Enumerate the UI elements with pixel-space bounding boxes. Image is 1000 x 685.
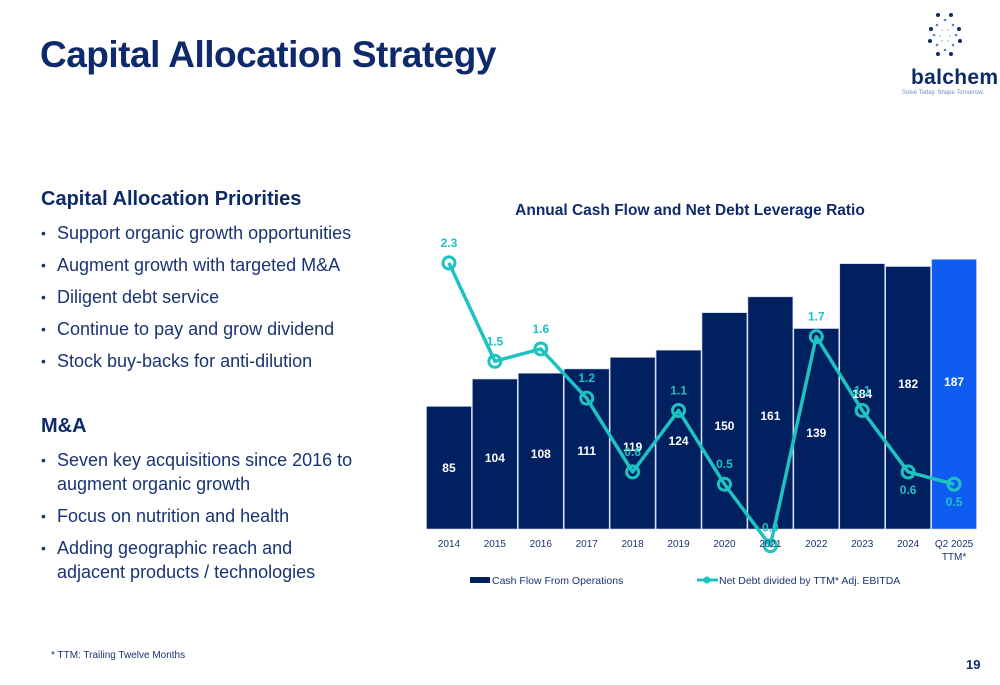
leverage-line	[447, 262, 955, 548]
leverage-value-label: 0.5	[716, 457, 733, 471]
list-item: Focus on nutrition and health	[41, 504, 361, 528]
leverage-point	[900, 464, 916, 480]
bar-5	[655, 349, 702, 530]
leverage-value-label: 0.5	[946, 495, 963, 509]
list-item: Augment growth with targeted M&A	[41, 253, 391, 277]
legend-bar-label: Cash Flow From Operations	[492, 575, 623, 587]
bar-1	[472, 378, 518, 530]
bar-7	[747, 296, 794, 530]
x-tick-label: 2022	[805, 539, 828, 550]
page-number: 19	[966, 657, 981, 672]
bar-value-label: 187	[944, 375, 964, 389]
leverage-value-label: 1.2	[578, 371, 595, 385]
x-axis: 2014 2015 2016 2017 2018 2019 2020 2021 2022 2023…	[438, 539, 974, 563]
priorities-heading: Capital Allocation Priorities	[41, 188, 302, 210]
bar-10	[885, 266, 931, 530]
bar-value-label: 124	[669, 434, 689, 448]
bar-value-label: 184	[852, 387, 872, 401]
bar-value-label: 104	[485, 451, 505, 465]
x-tick-label: 2023	[851, 539, 874, 550]
bar-value-label: 161	[760, 409, 780, 423]
leverage-point	[533, 341, 549, 357]
leverage-value-label: 0.0	[762, 521, 779, 535]
chart-title: Annual Cash Flow and Net Debt Leverage R…	[515, 202, 865, 219]
line-layer	[441, 255, 962, 554]
leverage-value-label: 1.7	[808, 310, 825, 324]
legend-bar-swatch-icon	[470, 577, 490, 583]
list-item: Support organic growth opportunities	[41, 221, 391, 245]
leverage-point	[716, 476, 732, 492]
logo-dots-icon	[928, 13, 962, 56]
leverage-value-label: 1.6	[532, 322, 549, 336]
x-tick-label: 2019	[667, 539, 690, 550]
chart-legend: Cash Flow From Operations Net Debt divide…	[470, 575, 900, 587]
bar-value-label: 139	[806, 426, 826, 440]
slide-title: Capital Allocation Strategy	[40, 34, 496, 75]
bar-value-label: 182	[898, 377, 918, 391]
x-tick-label: 2015	[484, 539, 507, 550]
list-item: Adding geographic reach and adjacent pro…	[41, 536, 361, 584]
bar-11	[931, 259, 977, 530]
leverage-value-label: 1.1	[670, 383, 687, 397]
leverage-point	[671, 402, 687, 418]
list-item: Continue to pay and grow dividend	[41, 317, 391, 341]
labels-layer: 85 104 108 111 119 124 150 161 139 184 182 187 2.3 1.…	[441, 236, 965, 535]
leverage-point	[625, 464, 641, 480]
x-tick-label: 2016	[530, 539, 553, 550]
x-tick-label: 2024	[897, 539, 920, 550]
leverage-point	[487, 353, 503, 369]
bar-4	[609, 357, 656, 530]
leverage-point	[946, 476, 962, 492]
x-tick-label: 2014	[438, 539, 461, 550]
bar-value-label: 150	[714, 419, 734, 433]
bar-2	[518, 372, 564, 530]
leverage-point	[579, 390, 595, 406]
bar-value-label: 108	[531, 447, 551, 461]
leverage-value-label: 1.5	[487, 334, 504, 348]
ma-heading: M&A	[41, 415, 87, 437]
leverage-value-label: 2.3	[441, 236, 458, 250]
x-tick-label: Q2 2025	[935, 539, 974, 550]
logo-wordmark: balchem	[911, 66, 999, 89]
bar-value-label: 119	[623, 440, 643, 454]
list-item: Stock buy-backs for anti-dilution	[41, 349, 391, 373]
logo-tagline: Solve Today. Shape Tomorrow.	[902, 90, 985, 96]
x-tick-label: 2018	[622, 539, 645, 550]
bar-value-label: 85	[442, 461, 456, 475]
bar-9	[839, 263, 885, 530]
x-tick-label: TTM*	[942, 552, 967, 563]
bars-layer	[426, 259, 977, 530]
bar-6	[701, 312, 748, 530]
legend-line-label: Net Debt divided by TTM* Adj. EBITDA	[719, 575, 900, 587]
leverage-point	[808, 329, 824, 345]
leverage-value-label: 1.1	[854, 383, 871, 397]
leverage-value-label: 0.6	[900, 483, 917, 497]
ma-list: Seven key acquisitions since 2016 to aug…	[41, 448, 361, 592]
footnote: * TTM: Trailing Twelve Months	[51, 650, 186, 661]
priorities-list: Support organic growth opportunities Aug…	[41, 221, 391, 381]
bar-value-label: 111	[577, 444, 596, 458]
x-tick-label: 2017	[576, 539, 599, 550]
list-item: Seven key acquisitions since 2016 to aug…	[41, 448, 361, 496]
x-tick-label: 2021	[759, 539, 782, 550]
legend-line-marker-icon	[703, 576, 711, 584]
bar-0	[426, 406, 472, 530]
x-tick-label: 2020	[713, 539, 736, 550]
leverage-value-label: 0.6	[624, 445, 641, 459]
leverage-point	[762, 538, 778, 554]
list-item: Diligent debt service	[41, 285, 391, 309]
leverage-point	[441, 255, 457, 271]
leverage-point	[854, 402, 870, 418]
